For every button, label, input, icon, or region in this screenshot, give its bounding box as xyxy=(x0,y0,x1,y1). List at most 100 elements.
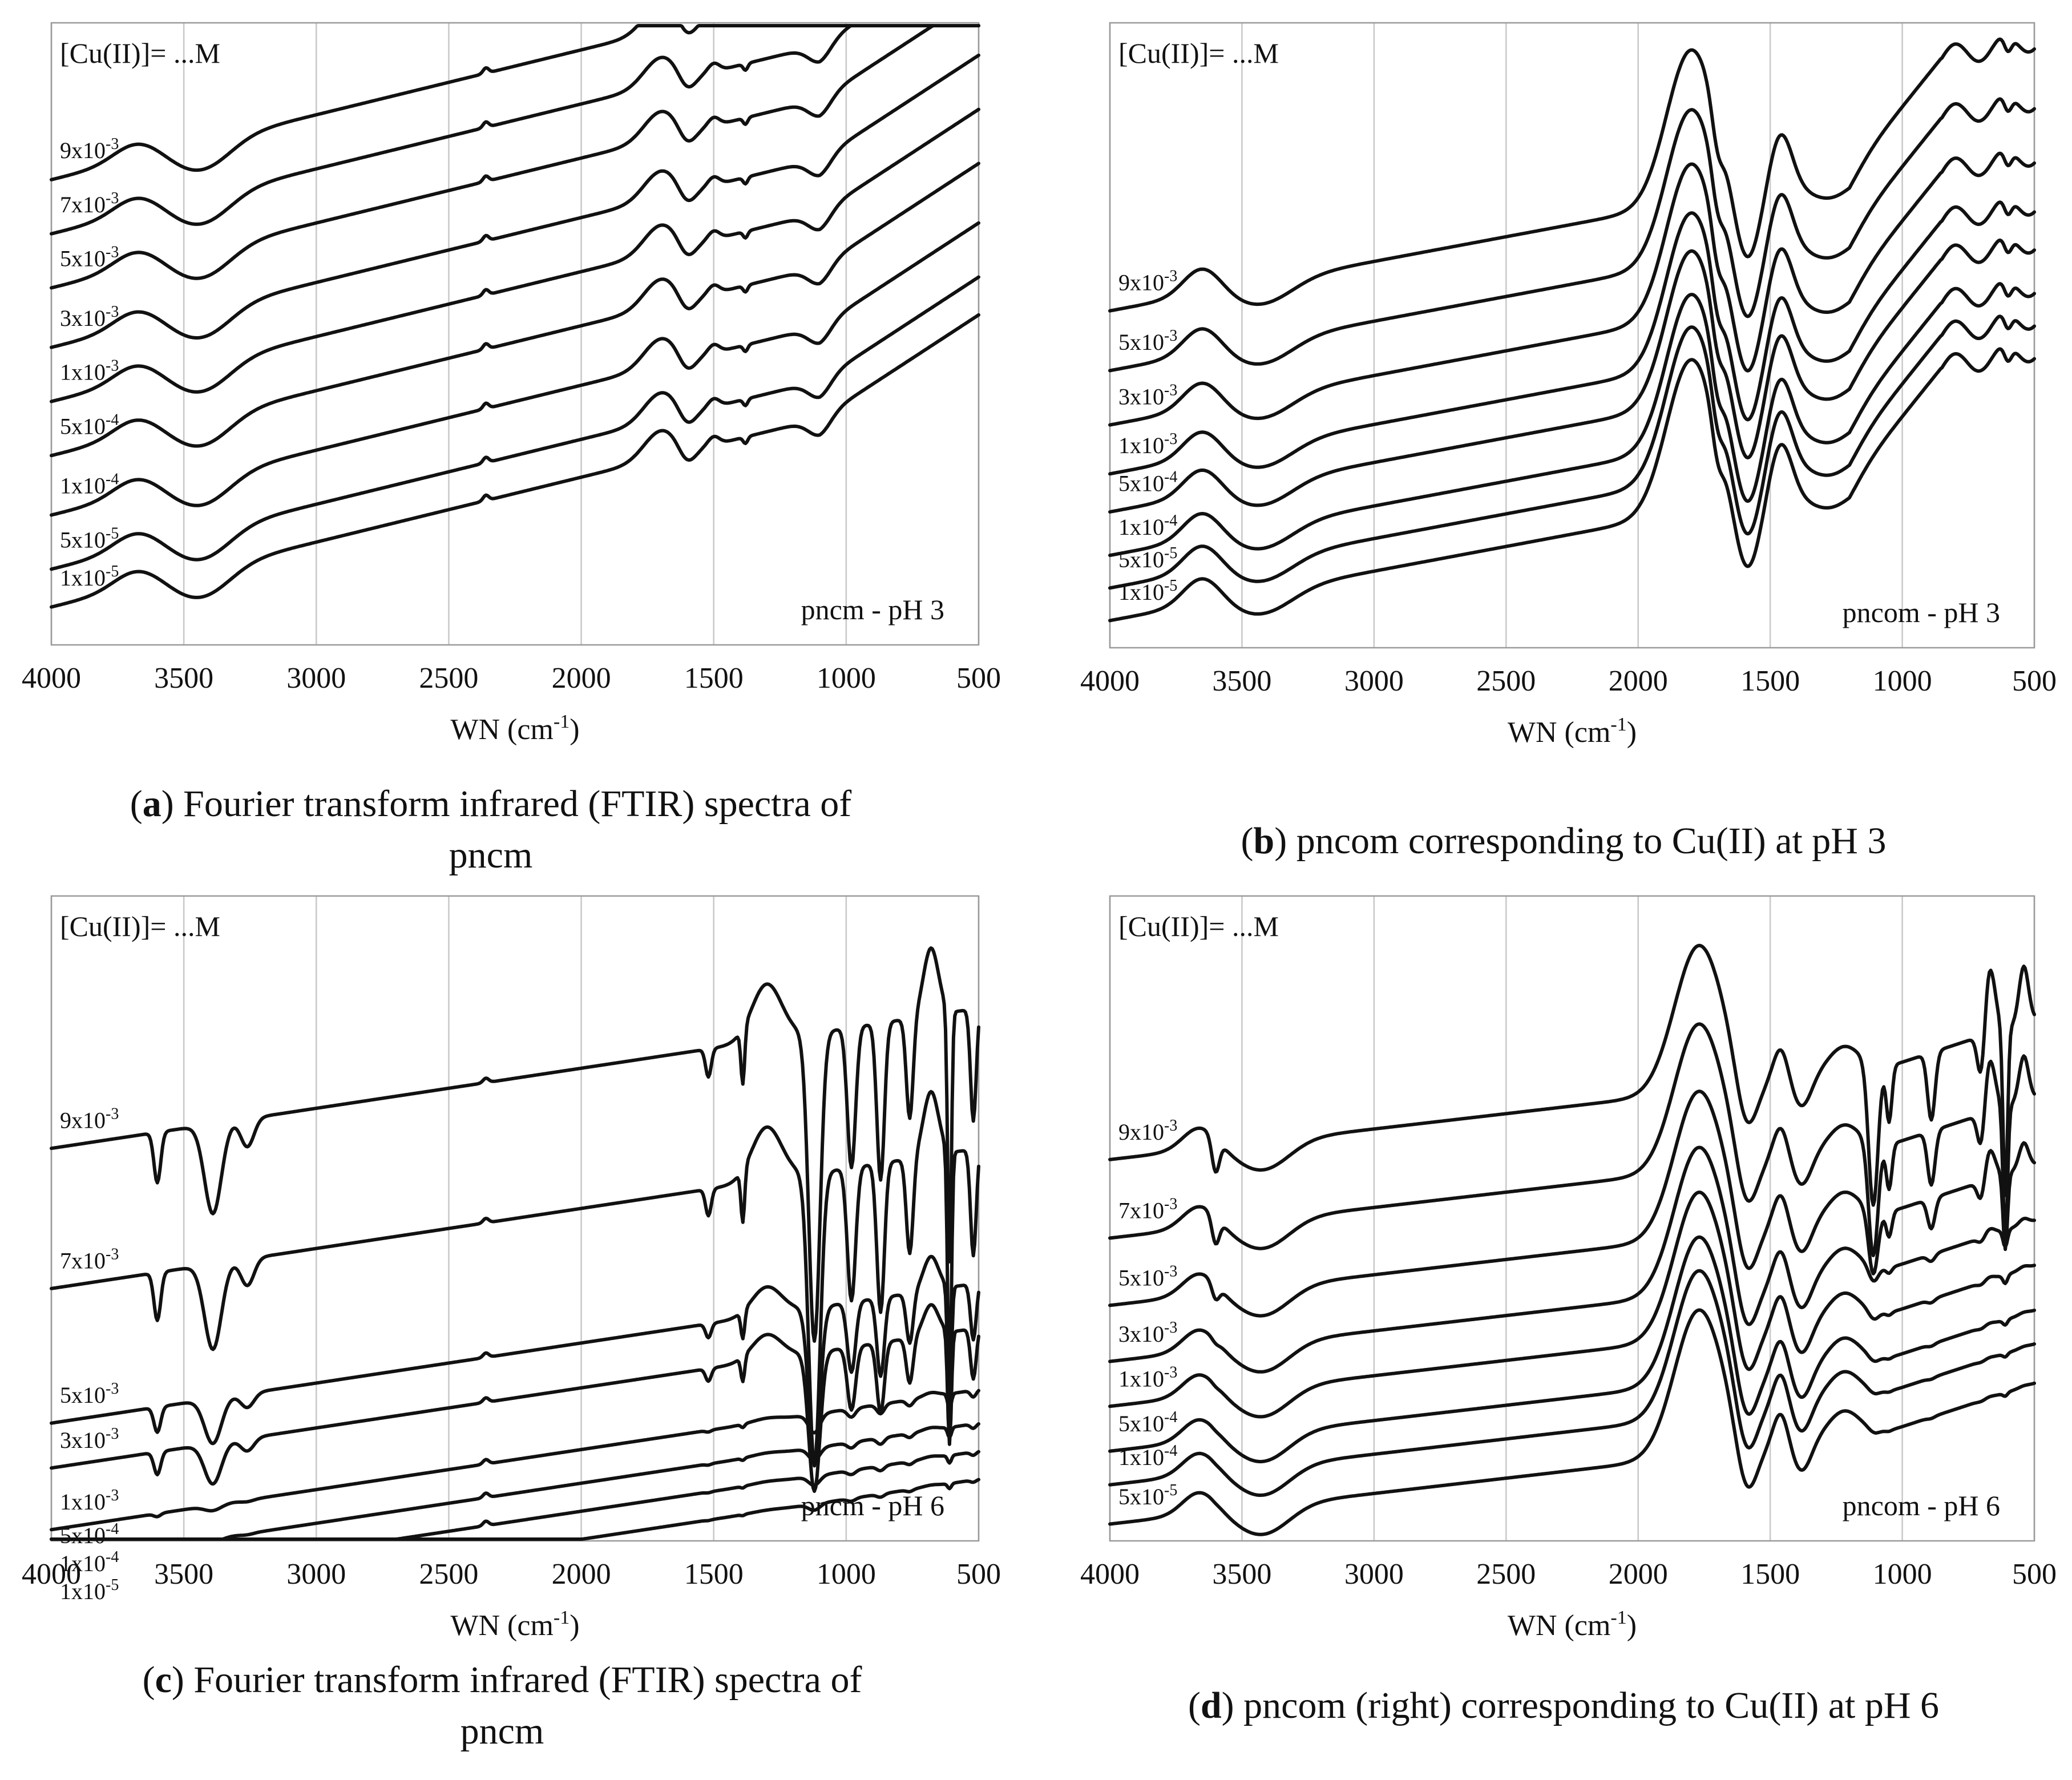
x-tick-label: 3000 xyxy=(286,1558,346,1591)
spectrum-1x10e-3 xyxy=(1108,200,2036,476)
series-label: 1x10-5 xyxy=(60,1576,119,1604)
spectrum-3x10e-3 xyxy=(50,53,980,349)
caption-line: (c) Fourier transform infrared (FTIR) sp… xyxy=(143,1659,862,1701)
x-axis-label: WN (cm-1) xyxy=(1508,1607,1637,1642)
sample-tag: pncm - pH 3 xyxy=(801,594,944,625)
series-label: 1x10-5 xyxy=(1118,577,1177,605)
x-tick-label: 1500 xyxy=(684,662,744,695)
x-tick-label: 2000 xyxy=(1609,1558,1668,1591)
x-tick-label: 500 xyxy=(2012,1558,2057,1591)
x-tick-label: 3000 xyxy=(286,662,346,695)
series-label: 3x10-3 xyxy=(1118,1319,1177,1347)
caption-line: (b) pncom corresponding to Cu(II) at pH … xyxy=(1241,820,1887,862)
spectrum-5x10e-5 xyxy=(1108,314,2036,590)
x-tick-label: 2500 xyxy=(419,662,478,695)
concentration-header: [Cu(II)]= ...M xyxy=(1118,910,1279,942)
spectrum-5x10e-3 xyxy=(1108,1089,2036,1318)
x-tick-label: 4000 xyxy=(1080,665,1140,697)
x-tick-label: 500 xyxy=(2012,665,2057,697)
x-tick-label: 500 xyxy=(956,662,1001,695)
spectrum-5x10e-5 xyxy=(1108,1308,2036,1536)
series-label: 7x10-3 xyxy=(60,1245,119,1273)
series-label: 5x10-5 xyxy=(1118,1482,1177,1509)
x-tick-label: 2500 xyxy=(1476,665,1536,697)
x-tick-label: 1000 xyxy=(817,1558,876,1591)
plot-frame xyxy=(1109,895,2035,1542)
series-label: 5x10-3 xyxy=(1118,327,1177,355)
spectrum-3x10e-3 xyxy=(50,1303,980,1493)
spectrum-7x10e-3 xyxy=(1108,1022,2036,1257)
series-label: 1x10-4 xyxy=(60,471,119,499)
spectrum-5x10e-3 xyxy=(1108,97,2036,373)
series-label: 5x10-3 xyxy=(60,1380,119,1408)
x-tick-label: 3000 xyxy=(1344,1558,1404,1591)
caption-line: (d) pncom (right) corresponding to Cu(II… xyxy=(1188,1685,1939,1726)
spectrum-1x10e-4 xyxy=(1108,1269,2036,1497)
spectrum-5x10e-4 xyxy=(1108,1235,2036,1464)
x-tick-label: 1000 xyxy=(1873,665,1932,697)
series-label: 9x10-3 xyxy=(60,135,119,163)
series-label: 3x10-3 xyxy=(1118,381,1177,409)
plot-frame xyxy=(50,22,980,646)
panel-b: 4000 3500 3000 2500 2000 1500 1000 500 WN (cm-1)… xyxy=(1080,22,2057,862)
sample-tag: pncom - pH 6 xyxy=(1843,1490,2000,1521)
x-tick-label: 1000 xyxy=(1873,1558,1932,1591)
series-label: 1x10-3 xyxy=(60,1487,119,1515)
x-tick-label: 2000 xyxy=(552,1558,611,1591)
spectrum-1x10e-4 xyxy=(1108,282,2036,558)
spectrum-7x10e-3 xyxy=(50,24,980,236)
x-tick-label: 3000 xyxy=(1344,665,1404,697)
plot-frame xyxy=(1109,22,2035,649)
series-label: 5x10-4 xyxy=(60,411,119,439)
spectrum-5x10e-5 xyxy=(50,275,980,571)
spectrum-7x10e-3 xyxy=(50,1089,980,1468)
spectrum-9x10e-3 xyxy=(50,24,980,181)
spectrum-5x10e-4 xyxy=(50,162,980,458)
series-label: 1x10-4 xyxy=(1118,512,1177,540)
x-tick-label: 3500 xyxy=(1212,1558,1271,1591)
gridlines xyxy=(50,23,980,645)
series-label: 3x10-3 xyxy=(60,1425,119,1453)
concentration-header: [Cu(II)]= ...M xyxy=(60,910,220,942)
spectrum-1x10e-5 xyxy=(50,313,980,609)
panel-a: 4000 3500 3000 2500 2000 1500 1000 500 WN (cm-1)… xyxy=(22,22,1001,876)
spectrum-1x10e-3 xyxy=(50,1389,980,1532)
x-tick-label: 500 xyxy=(956,1558,1001,1591)
series-label: 1x10-3 xyxy=(1118,1363,1177,1391)
spectrum-5x10e-3 xyxy=(50,24,980,290)
series-label: 1x10-3 xyxy=(60,357,119,385)
series-label: 7x10-3 xyxy=(60,189,119,217)
x-tick-label: 4000 xyxy=(1080,1558,1140,1591)
spectrum-9x10e-3 xyxy=(1108,943,2036,1207)
concentration-header: [Cu(II)]= ...M xyxy=(1118,37,1279,69)
x-tick-label: 4000 xyxy=(22,662,81,695)
series-label: 9x10-3 xyxy=(1118,267,1177,295)
caption-line: (a) Fourier transform infrared (FTIR) sp… xyxy=(130,783,852,825)
spectrum-1x10e-5 xyxy=(1108,347,2036,623)
x-axis-label: WN (cm-1) xyxy=(450,711,579,746)
series-label: 5x10-4 xyxy=(60,1520,119,1548)
x-tick-label: 1000 xyxy=(817,662,876,695)
panel-c: 4000 3500 3000 2500 2000 1500 1000 500 WN (cm-1)… xyxy=(22,895,1001,1752)
sample-tag: pncom - pH 3 xyxy=(1843,596,2000,628)
x-axis-label: WN (cm-1) xyxy=(1508,714,1637,749)
spectrum-1x10e-5 xyxy=(50,1478,980,1541)
spectrum-3x10e-3 xyxy=(1108,1145,2036,1374)
x-tick-label: 1500 xyxy=(1740,665,1800,697)
series-label: 5x10-3 xyxy=(60,244,119,272)
x-tick-label: 4000 xyxy=(22,1558,81,1591)
series-label: 1x10-4 xyxy=(1118,1442,1177,1470)
caption-line: pncm xyxy=(461,1710,544,1752)
x-tick-label: 2000 xyxy=(552,662,611,695)
series-label: 5x10-4 xyxy=(1118,469,1177,497)
x-tick-label: 3500 xyxy=(154,662,213,695)
series-label: 5x10-5 xyxy=(1118,544,1177,572)
series-label: 1x10-4 xyxy=(60,1548,119,1576)
x-tick-label: 3500 xyxy=(1212,665,1271,697)
series-label: 1x10-3 xyxy=(1118,430,1177,458)
spectrum-1x10e-3 xyxy=(50,107,980,403)
panel-d: 4000 3500 3000 2500 2000 1500 1000 500 WN (cm-1)… xyxy=(1080,895,2057,1726)
series-label: 9x10-3 xyxy=(60,1105,119,1133)
x-tick-label: 1500 xyxy=(684,1558,744,1591)
